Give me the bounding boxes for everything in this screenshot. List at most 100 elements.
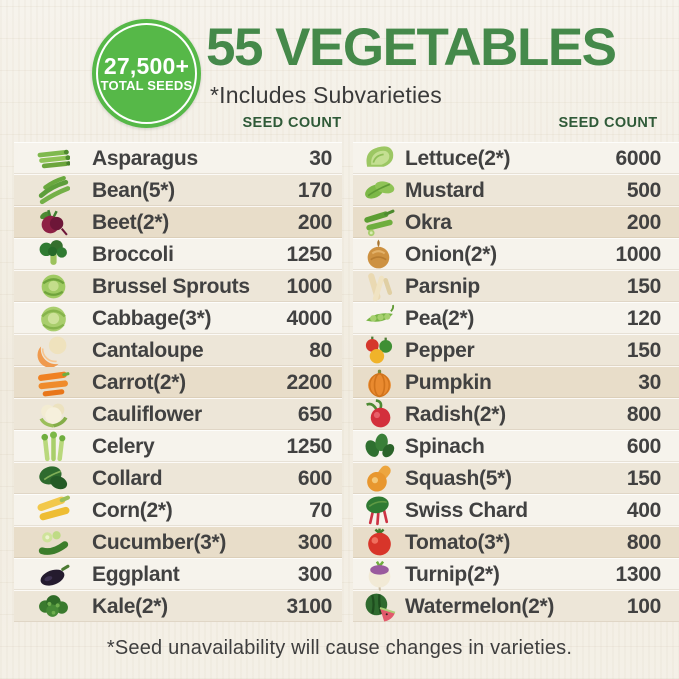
table-row: Cucumber(3*) 300 <box>14 526 342 558</box>
vegetable-name: Corn(2*) <box>92 498 173 522</box>
vegetable-name: Cabbage(3*) <box>92 306 212 330</box>
cucumber-icon <box>14 526 92 559</box>
table-row: Collard 600 <box>14 462 342 494</box>
table-row: Carrot(2*) 2200 <box>14 366 342 398</box>
vegetable-name: Squash(5*) <box>405 466 512 490</box>
seed-count-value: 500 <box>626 178 661 202</box>
vegetable-name: Cantaloupe <box>92 338 204 362</box>
seed-count-value: 600 <box>297 466 332 490</box>
swiss-chard-icon <box>353 494 405 527</box>
table-row: Asparagus 30 <box>14 142 342 174</box>
vegetable-name: Collard <box>92 466 163 490</box>
total-seeds-value: 27,500+ <box>103 52 190 79</box>
seed-count-value: 2200 <box>286 370 332 394</box>
table-row: Parsnip 150 <box>353 270 679 302</box>
seed-count-value: 800 <box>626 402 661 426</box>
squash-icon <box>353 462 405 495</box>
seed-count-value: 70 <box>309 498 332 522</box>
total-seeds-badge: 27,500+ TOTAL SEEDS <box>92 19 201 128</box>
seed-count-value: 100 <box>626 594 661 618</box>
seed-count-header-left: SEED COUNT <box>242 115 342 131</box>
seed-count-value: 1250 <box>286 434 332 458</box>
parsnip-icon <box>353 270 405 303</box>
seed-count-value: 200 <box>626 210 661 234</box>
table-row: Spinach 600 <box>353 430 679 462</box>
vegetable-name: Celery <box>92 434 155 458</box>
table-row: Eggplant 300 <box>14 558 342 590</box>
vegetable-name: Tomato(3*) <box>405 530 511 554</box>
table-row: Kale(2*) 3100 <box>14 590 342 622</box>
table-row: Onion(2*) 1000 <box>353 238 679 270</box>
radish-icon <box>353 398 405 431</box>
asparagus-icon <box>14 142 92 175</box>
seed-count-value: 120 <box>626 306 661 330</box>
vegetable-table-left: Asparagus 30 Bean(5*) 170 Beet(2*) 200 Broccol… <box>14 142 342 622</box>
seed-count-value: 3100 <box>286 594 332 618</box>
table-row: Okra 200 <box>353 206 679 238</box>
seed-count-value: 30 <box>638 370 661 394</box>
vegetable-name: Broccoli <box>92 242 174 266</box>
vegetable-name: Cucumber(3*) <box>92 530 227 554</box>
pea-icon <box>353 302 405 335</box>
cantaloupe-icon <box>14 334 92 367</box>
mustard-icon <box>353 174 405 207</box>
table-row: Broccoli 1250 <box>14 238 342 270</box>
seed-count-value: 150 <box>626 338 661 362</box>
spinach-icon <box>353 430 405 463</box>
seed-count-value: 6000 <box>615 146 661 170</box>
seed-count-value: 80 <box>309 338 332 362</box>
table-row: Pumpkin 30 <box>353 366 679 398</box>
brussel-sprouts-icon <box>14 270 92 303</box>
seed-count-value: 300 <box>297 562 332 586</box>
vegetable-name: Brussel Sprouts <box>92 274 250 298</box>
vegetable-table-right: Lettuce(2*) 6000 Mustard 500 Okra 200 Onion(2*… <box>353 142 679 622</box>
vegetable-name: Watermelon(2*) <box>405 594 555 618</box>
seed-count-value: 1000 <box>286 274 332 298</box>
table-row: Cabbage(3*) 4000 <box>14 302 342 334</box>
vegetable-name: Okra <box>405 210 452 234</box>
vegetable-name: Pepper <box>405 338 475 362</box>
vegetable-name: Spinach <box>405 434 485 458</box>
seed-count-value: 600 <box>626 434 661 458</box>
seed-count-value: 1000 <box>615 242 661 266</box>
turnip-icon <box>353 558 405 591</box>
subtitle: *Includes Subvarieties <box>210 82 442 108</box>
kale-icon <box>14 590 92 623</box>
table-row: Lettuce(2*) 6000 <box>353 142 679 174</box>
seed-count-value: 200 <box>297 210 332 234</box>
okra-icon <box>353 206 405 239</box>
vegetable-name: Cauliflower <box>92 402 202 426</box>
seed-count-value: 170 <box>297 178 332 202</box>
vegetable-name: Parsnip <box>405 274 480 298</box>
table-row: Celery 1250 <box>14 430 342 462</box>
table-row: Watermelon(2*) 100 <box>353 590 679 622</box>
vegetable-name: Bean(5*) <box>92 178 175 202</box>
cauliflower-icon <box>14 398 92 431</box>
seed-count-value: 400 <box>626 498 661 522</box>
collard-icon <box>14 462 92 495</box>
eggplant-icon <box>14 558 92 591</box>
table-row: Tomato(3*) 800 <box>353 526 679 558</box>
table-row: Pea(2*) 120 <box>353 302 679 334</box>
seed-count-value: 4000 <box>286 306 332 330</box>
seed-count-value: 150 <box>626 274 661 298</box>
seed-count-value: 1300 <box>615 562 661 586</box>
seed-count-value: 1250 <box>286 242 332 266</box>
vegetable-name: Pumpkin <box>405 370 492 394</box>
vegetable-name: Onion(2*) <box>405 242 497 266</box>
broccoli-icon <box>14 238 92 271</box>
table-row: Cauliflower 650 <box>14 398 342 430</box>
page-title: 55 VEGETABLES <box>206 18 617 77</box>
seed-count-header-right: SEED COUNT <box>558 115 658 131</box>
seed-count-value: 300 <box>297 530 332 554</box>
table-row: Mustard 500 <box>353 174 679 206</box>
seed-count-value: 150 <box>626 466 661 490</box>
table-row: Cantaloupe 80 <box>14 334 342 367</box>
watermelon-icon <box>353 590 405 623</box>
onion-icon <box>353 238 405 271</box>
table-row: Radish(2*) 800 <box>353 398 679 430</box>
table-row: Swiss Chard 400 <box>353 494 679 526</box>
bean-icon <box>14 174 92 207</box>
table-row: Corn(2*) 70 <box>14 494 342 526</box>
